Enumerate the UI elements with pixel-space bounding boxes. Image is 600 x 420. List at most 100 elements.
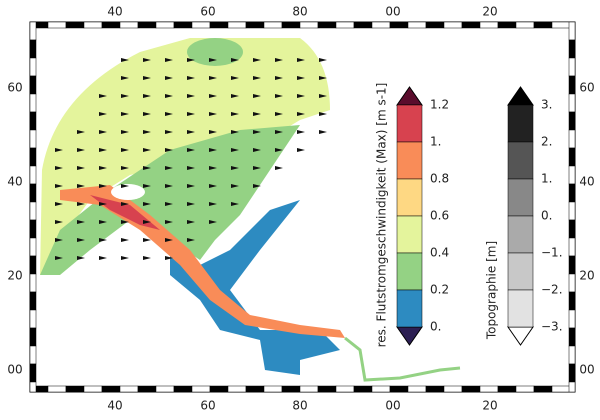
flow-arrow [165,130,173,134]
lon-label: 20 [482,5,497,19]
flow-arrow [55,166,63,170]
river [344,336,461,382]
frame-tick [335,385,355,393]
colorbar-segment [507,141,534,180]
island [111,184,145,200]
frame-tick [29,237,37,257]
flow-arrow [165,202,173,206]
flow-arrow [253,76,261,80]
frame-tick [83,21,103,29]
frame-tick [29,21,37,41]
colorbar-label: −3. [541,320,563,334]
flow-arrow [143,76,151,80]
flow-arrow [253,94,261,98]
flow-arrow [77,166,85,170]
flow-arrow [209,130,217,134]
flow-arrow [143,220,151,224]
flow-arrow [165,184,173,188]
frame-tick [263,21,283,29]
fast-flow [90,195,160,230]
frame-tick [568,255,576,275]
frame-tick [568,291,576,311]
flow-arrow [297,58,305,62]
flow-arrow [187,202,195,206]
colorbar-segment [396,215,423,254]
frame-tick [29,201,37,221]
frame-tick [29,39,37,59]
frame-tick [443,21,463,29]
colorbar-label: 1. [541,172,552,186]
lat-label: 40 [7,175,22,189]
flow-arrow [55,202,63,206]
lat-label: 00 [7,363,22,377]
frame-ticks [29,21,576,393]
flow-arrow [297,76,305,80]
flow-arrow [143,94,151,98]
flow-arrow [165,112,173,116]
frame-tick [29,129,37,149]
colorbar-label: 0.4 [430,246,449,260]
flow-arrow [209,58,217,62]
frame-tick [29,147,37,167]
colorbar-segment [396,178,423,217]
colorbar-label: 0. [541,209,552,223]
frame-tick [497,385,517,393]
flow-arrow [231,76,239,80]
flow-arrow [143,130,151,134]
flow-arrow [77,238,85,242]
flow-arrow [275,166,283,170]
frame-tick [335,21,355,29]
flow-arrow [143,184,151,188]
frame-tick [119,385,139,393]
frame-tick [515,21,535,29]
flow-arrow [209,76,217,80]
flow-arrow [209,166,217,170]
frame-tick [497,21,517,29]
flow-arrow [165,256,173,260]
flow-arrow [121,220,129,224]
flow-arrow [77,148,85,152]
colorbar-label: 1.2 [430,98,449,112]
flow-arrow [319,76,327,80]
flow-arrow [231,202,239,206]
frame-tick [29,309,37,329]
colorbar-segment [396,141,423,180]
flow-arrow [77,202,85,206]
flow-arrow [319,94,327,98]
frame-tick [209,21,229,29]
flow-arrow [99,256,107,260]
flow-arrow [121,130,129,134]
flow-arrow [99,130,107,134]
flow-arrow [231,148,239,152]
flow-arrow [253,112,261,116]
colorbar-label: 0.2 [430,283,449,297]
flow-arrow [253,148,261,152]
flow-arrow [143,166,151,170]
frame-tick [515,385,535,393]
frame-tick [101,385,121,393]
flow-arrow [77,184,85,188]
flow-arrow [121,166,129,170]
flow-arrow [121,202,129,206]
frame-tick [568,165,576,185]
frame-tick [191,385,211,393]
flow-arrow [187,94,195,98]
flow-arrow [55,220,63,224]
flow-arrow [165,148,173,152]
frame-tick [155,21,175,29]
frame-tick [551,385,571,393]
flow-arrow [143,58,151,62]
frame-tick [29,363,37,383]
frame-tick [568,93,576,113]
frame-tick [29,111,37,131]
frame-tick [353,21,373,29]
flow-arrow [121,112,129,116]
frame-tick [568,183,576,203]
flow-arrow [297,94,305,98]
flow-arrow [231,166,239,170]
flow-arrow [121,238,129,242]
frame-tick [29,291,37,311]
colorbar-segment [507,252,534,291]
frame-tick [137,21,157,29]
